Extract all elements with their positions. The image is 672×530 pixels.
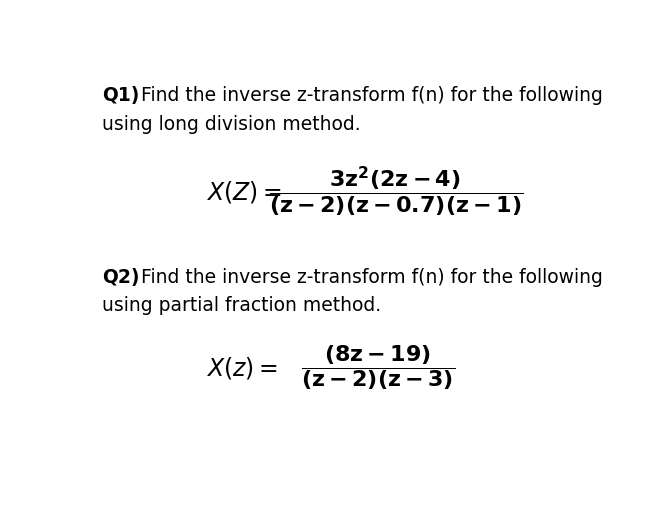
Text: $\dfrac{\mathbf{(8z - 19)}}{\mathbf{(z - 2)(z - 3)}}$: $\dfrac{\mathbf{(8z - 19)}}{\mathbf{(z -…: [301, 343, 456, 392]
Text: $\mathit{X}(\mathit{z}) =$: $\mathit{X}(\mathit{z}) =$: [206, 355, 278, 381]
Text: using long division method.: using long division method.: [102, 114, 361, 134]
Text: $\dfrac{\mathbf{3z^2(2z - 4)}}{\mathbf{(z - 2)(z - 0.7)(z - 1)}}$: $\dfrac{\mathbf{3z^2(2z - 4)}}{\mathbf{(…: [269, 165, 523, 219]
Text: Q1): Q1): [102, 86, 140, 105]
Text: Find the inverse z-transform f(n) for the following: Find the inverse z-transform f(n) for th…: [134, 86, 602, 105]
Text: $\mathit{X}(\mathit{Z}) =$: $\mathit{X}(\mathit{Z}) =$: [206, 179, 282, 205]
Text: Q2): Q2): [102, 268, 140, 287]
Text: Find the inverse z-transform f(n) for the following: Find the inverse z-transform f(n) for th…: [134, 268, 602, 287]
Text: using partial fraction method.: using partial fraction method.: [102, 296, 381, 315]
